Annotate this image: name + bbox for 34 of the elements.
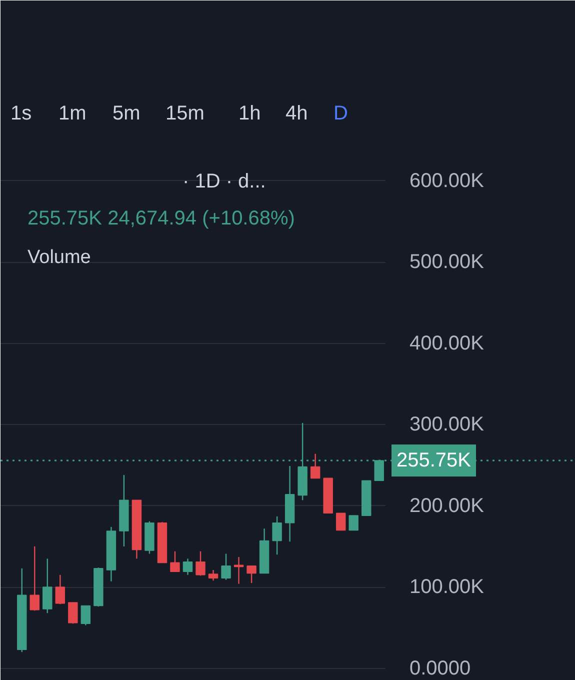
annotation: 15m bbox=[166, 102, 204, 124]
y-tick-label: 400.00K bbox=[410, 332, 485, 354]
annotation: 1m bbox=[58, 102, 86, 124]
candlestick bbox=[272, 516, 282, 556]
candlestick bbox=[336, 512, 346, 531]
candlestick bbox=[42, 558, 52, 614]
candlestick bbox=[310, 453, 320, 479]
candlestick bbox=[68, 602, 78, 624]
annotation: Volume bbox=[28, 247, 91, 268]
candlestick bbox=[170, 550, 180, 572]
annotation: 4h bbox=[286, 102, 308, 124]
candlestick bbox=[246, 565, 256, 584]
y-tick-label: 300.00K bbox=[410, 414, 485, 436]
annotation: · 1D · d... bbox=[182, 170, 266, 192]
annotation: 255.75K 24,674.94 (+10.68%) bbox=[28, 208, 295, 230]
y-tick-label: 0.0000 bbox=[410, 657, 471, 680]
ref-line-label: 255.75K bbox=[396, 450, 472, 472]
candlestick bbox=[196, 550, 206, 576]
annotation: D bbox=[334, 102, 348, 124]
annotation: 5m bbox=[112, 102, 140, 124]
y-tick-label: 600.00K bbox=[410, 170, 485, 192]
candlestick bbox=[234, 556, 244, 584]
candlestick bbox=[221, 553, 231, 580]
y-tick-label: 200.00K bbox=[410, 494, 485, 517]
candlestick bbox=[182, 558, 193, 576]
annotation: 1h bbox=[238, 102, 261, 124]
y-tick-label: 100.00K bbox=[410, 576, 485, 598]
candlestick bbox=[80, 605, 91, 626]
candlestick bbox=[55, 574, 66, 605]
candlestick bbox=[208, 569, 218, 582]
y-tick-label: 500.00K bbox=[410, 251, 485, 274]
candlestick bbox=[30, 546, 40, 612]
candlestick bbox=[348, 515, 358, 531]
annotation: 1s bbox=[10, 102, 32, 124]
